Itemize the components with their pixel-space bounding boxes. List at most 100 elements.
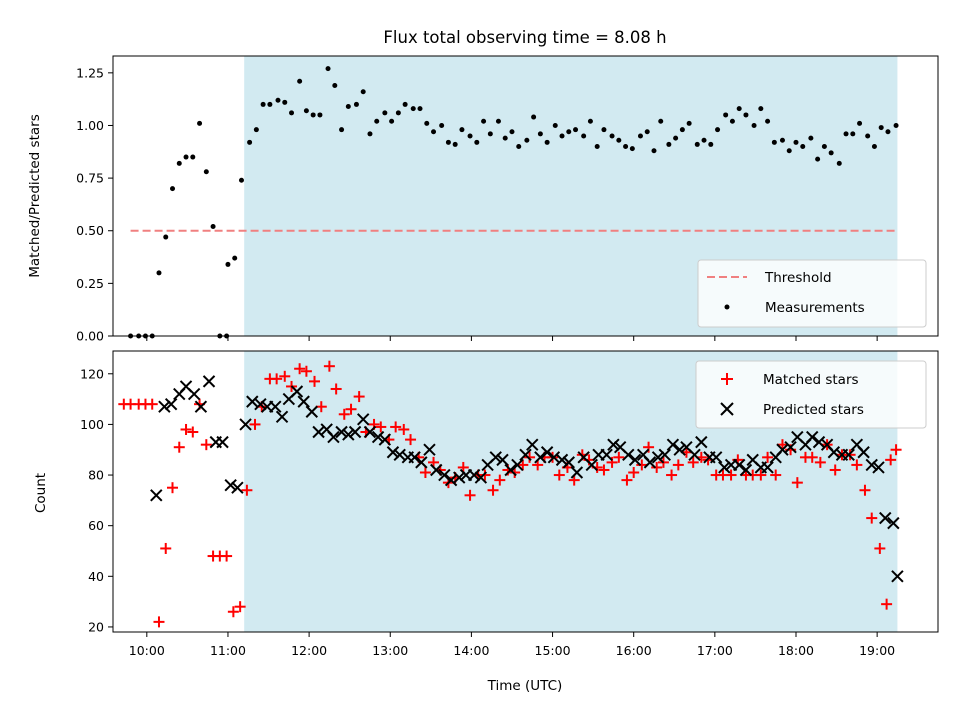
matched-star-point [294, 363, 306, 375]
top-measurements-layer [128, 66, 899, 339]
measurement-point [771, 139, 777, 145]
x-tick-label: 15:00 [535, 643, 571, 658]
predicted-star-point [246, 395, 259, 408]
legend-matched-swatch [721, 373, 733, 385]
predicted-star-point [239, 418, 252, 431]
predicted-star-point [511, 458, 524, 472]
predicted-star-point [216, 435, 229, 449]
measurement-point [843, 131, 849, 137]
matched-star-point [271, 373, 283, 385]
predicted-star-point [534, 451, 547, 464]
matched-star-point [221, 550, 233, 562]
measurement-point [651, 148, 657, 154]
matched-star-point [636, 459, 648, 471]
measurement-point [666, 141, 672, 147]
y-tick-label: 1.00 [76, 118, 104, 133]
matched-star-point [479, 469, 491, 481]
figure-title: Flux total observing time = 8.08 h [383, 28, 666, 47]
predicted-star-point [356, 413, 370, 426]
measurement-point [566, 129, 572, 135]
measurement-point [509, 129, 515, 135]
measurement-point [729, 118, 735, 124]
measurement-point [800, 144, 806, 150]
matched-star-point [687, 456, 699, 468]
predicted-star-point [269, 400, 282, 413]
matched-star-point [770, 469, 782, 481]
measurement-point [836, 160, 842, 166]
matched-star-point [187, 426, 199, 438]
bottom-predicted-layer [150, 375, 904, 583]
measurement-point [367, 131, 373, 137]
measurement-point [544, 139, 550, 145]
predicted-star-point [254, 397, 267, 411]
measurement-point [395, 110, 401, 116]
measurement-point [289, 110, 295, 116]
predicted-star-point [444, 473, 458, 487]
y-tick-label: 60 [88, 518, 104, 533]
matched-star-point [390, 421, 402, 433]
measurement-point [694, 141, 700, 147]
measurement-point [445, 139, 451, 145]
predicted-star-point [872, 461, 885, 474]
top-x-ticks [146, 336, 878, 341]
predicted-star-point [305, 405, 319, 418]
matched-star-point [517, 459, 529, 471]
predicted-star-point [496, 453, 509, 467]
matched-star-point [881, 598, 893, 610]
measurement-point [581, 133, 587, 139]
measurement-point [708, 141, 714, 147]
predicted-star-point [887, 516, 900, 530]
matched-star-point [651, 461, 663, 473]
measurement-point [857, 120, 863, 126]
measurement-point [410, 106, 416, 112]
predicted-star-point [438, 468, 451, 482]
measurement-point [516, 144, 522, 150]
y-tick-label: 20 [88, 619, 104, 634]
predicted-star-point [290, 385, 304, 398]
matched-star-point [160, 542, 172, 554]
matched-star-point [524, 451, 536, 463]
x-tick-label: 11:00 [210, 643, 246, 658]
matched-star-point [330, 383, 342, 395]
measurement-point [537, 131, 543, 137]
measurement-point [779, 137, 785, 143]
measurement-point [673, 135, 679, 141]
matched-star-point [249, 418, 261, 430]
matched-star-point [553, 469, 565, 481]
measurement-point [232, 255, 238, 261]
measurement-point [893, 122, 899, 128]
predicted-star-point [231, 481, 244, 494]
bottom-y-ticks: 20 40 60 80 100 120 [80, 366, 113, 634]
measurement-point [431, 129, 437, 135]
measurement-point [297, 78, 303, 84]
predicted-star-point [335, 425, 348, 439]
predicted-star-point [342, 428, 355, 441]
measurement-point [183, 154, 189, 160]
measurement-point [531, 114, 537, 120]
matched-star-point [885, 454, 897, 466]
predicted-star-point [739, 463, 753, 477]
predicted-star-point [857, 446, 870, 459]
matched-star-point [146, 398, 158, 410]
matched-star-point [851, 459, 863, 471]
matched-star-point [890, 444, 902, 456]
measurement-point [821, 144, 827, 150]
predicted-star-point [393, 448, 406, 461]
measurement-point [743, 112, 749, 118]
measurement-point [374, 118, 380, 124]
x-tick-label: 19:00 [859, 643, 895, 658]
predicted-star-point [540, 446, 554, 459]
measurement-point [850, 131, 856, 137]
measurement-point [260, 101, 266, 107]
matched-star-point [173, 441, 185, 453]
measurement-point [623, 144, 629, 150]
measurement-point [481, 118, 487, 124]
measurement-point [502, 135, 508, 141]
predicted-star-point [348, 425, 362, 439]
matched-star-point [762, 451, 774, 463]
measurement-point [559, 133, 565, 139]
predicted-star-point [555, 453, 569, 467]
x-tick-label: 14:00 [453, 643, 489, 658]
top-legend-box [697, 259, 927, 328]
measurement-point [190, 154, 196, 160]
